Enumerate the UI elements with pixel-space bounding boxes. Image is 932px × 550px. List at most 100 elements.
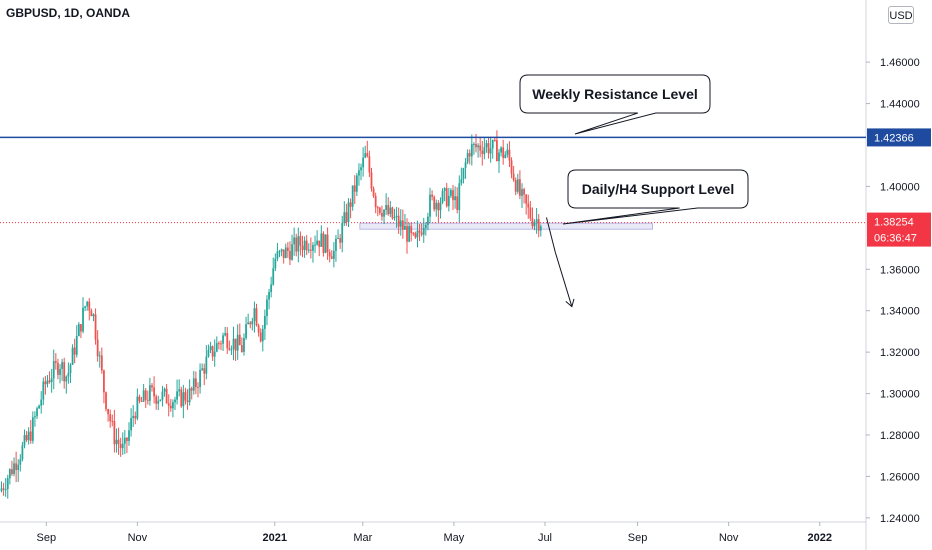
- candle-body: [500, 147, 502, 153]
- candle-body: [165, 388, 168, 404]
- candle-body: [284, 247, 287, 258]
- candle-body: [460, 179, 463, 184]
- candle-body: [293, 237, 296, 245]
- candle-body: [339, 238, 342, 243]
- symbol-title: GBPUSD, 1D, OANDA: [6, 6, 131, 20]
- candle-body: [274, 258, 277, 269]
- candle-body: [383, 209, 385, 217]
- y-tick-label: 1.46000: [880, 57, 920, 69]
- candle-body: [50, 378, 53, 383]
- candle-body: [111, 421, 114, 423]
- candle-body: [324, 234, 327, 253]
- candle-body: [84, 306, 87, 308]
- x-tick-label: 2021: [262, 532, 286, 544]
- candle-body: [259, 332, 262, 342]
- candle-body: [337, 238, 339, 240]
- candle-body: [276, 251, 279, 259]
- candle-body: [441, 190, 444, 203]
- candle-body: [272, 268, 275, 285]
- candle-body: [533, 221, 536, 227]
- candle-body: [21, 445, 24, 460]
- candle-body: [404, 226, 406, 230]
- candle-body: [341, 223, 344, 243]
- candle-body: [105, 392, 107, 410]
- candle-body: [245, 324, 247, 339]
- candle-body: [368, 156, 371, 173]
- candle-body: [176, 391, 178, 400]
- candle-body: [209, 346, 212, 350]
- candle-body: [521, 189, 523, 196]
- candle-body: [318, 240, 321, 247]
- candle-body: [391, 207, 394, 219]
- candle-body: [291, 244, 293, 260]
- candle-body: [531, 218, 534, 227]
- x-tick-label: Sep: [628, 532, 648, 544]
- candle-body: [119, 443, 122, 449]
- candle-body: [213, 351, 216, 357]
- candle-body: [153, 387, 155, 397]
- candle-body: [169, 405, 172, 409]
- candle-body: [349, 202, 352, 207]
- x-tick-label: Nov: [128, 532, 148, 544]
- projection-arrow[interactable]: [545, 217, 573, 307]
- candle-body: [222, 335, 224, 344]
- candle-body: [485, 143, 488, 148]
- candle-body: [518, 179, 521, 196]
- candle-body: [249, 322, 252, 325]
- currency-button[interactable]: USD: [888, 6, 914, 24]
- candle-body: [353, 185, 356, 192]
- x-tick-label: Jul: [538, 532, 552, 544]
- candle-body: [261, 328, 264, 342]
- candle-body: [180, 389, 183, 407]
- x-tick-label: 2022: [807, 532, 831, 544]
- candle-body: [36, 408, 38, 417]
- candle-body: [516, 179, 519, 192]
- candle-body: [427, 216, 429, 225]
- candle-body: [17, 464, 20, 471]
- candle-body: [34, 416, 36, 418]
- candle-body: [326, 234, 329, 253]
- candle-body: [445, 188, 448, 207]
- candle-body: [203, 368, 206, 374]
- candle-body: [437, 202, 440, 211]
- candle-body: [103, 370, 105, 393]
- candle-body: [6, 478, 9, 490]
- candle-body: [232, 338, 235, 350]
- candle-body: [347, 202, 350, 223]
- candle-body: [182, 392, 185, 407]
- candle-body: [381, 213, 383, 217]
- candle-body: [4, 489, 7, 491]
- candle-body: [479, 145, 482, 151]
- candle-body: [240, 345, 243, 352]
- candle-body: [8, 469, 11, 479]
- resistance-callout-box[interactable]: [519, 74, 711, 135]
- candle-body: [286, 247, 289, 252]
- candle-body: [31, 417, 34, 441]
- y-tick-label: 1.30000: [880, 389, 920, 401]
- candle-body: [123, 437, 126, 444]
- candle-body: [23, 435, 26, 446]
- candle-body: [364, 153, 367, 158]
- candle-body: [220, 343, 222, 345]
- candle-body: [88, 301, 91, 311]
- candle-body: [190, 388, 193, 391]
- candle-body: [481, 150, 484, 155]
- support-callout-box[interactable]: [562, 169, 749, 225]
- candle-body: [335, 238, 337, 251]
- candle-body: [539, 226, 542, 231]
- candle-body: [408, 226, 411, 242]
- candle-body: [42, 381, 45, 400]
- candle-body: [498, 152, 500, 162]
- candle-body: [75, 335, 78, 355]
- candle-body: [512, 173, 515, 181]
- candle-body: [395, 215, 398, 218]
- candle-body: [86, 301, 89, 307]
- candle-body: [230, 349, 233, 351]
- candle-body: [422, 227, 425, 235]
- candle-body: [117, 439, 120, 444]
- x-tick-label: Nov: [719, 532, 739, 544]
- candle-body: [305, 240, 308, 251]
- candle-body: [184, 392, 187, 401]
- candle-body: [155, 396, 158, 404]
